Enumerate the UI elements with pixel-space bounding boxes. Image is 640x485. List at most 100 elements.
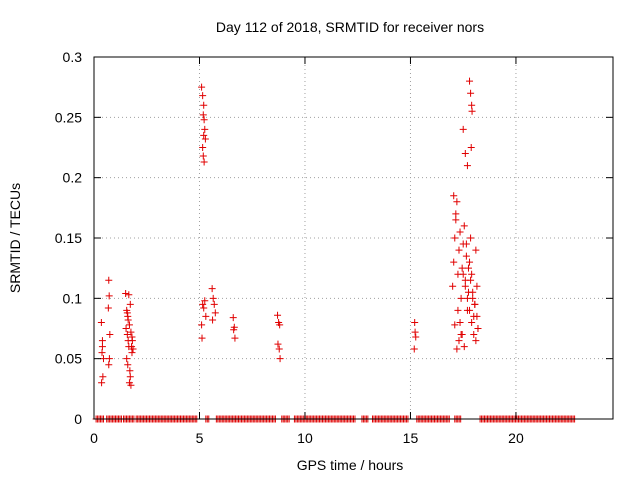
data-point (209, 316, 217, 324)
data-point (450, 258, 458, 266)
data-point (451, 321, 459, 329)
data-point (99, 373, 107, 381)
data-point (208, 285, 216, 293)
data-point (466, 77, 474, 85)
data-point (467, 276, 475, 284)
data-point (460, 343, 468, 351)
data-point (452, 216, 460, 224)
data-point (122, 325, 130, 332)
data-point (230, 326, 238, 334)
y-tick-label: 0.25 (55, 109, 82, 125)
data-point (98, 343, 106, 351)
data-point (198, 321, 206, 329)
y-axis-label: SRMTID / TECUs (7, 183, 23, 293)
data-point (202, 312, 210, 320)
y-tick-label: 0.1 (63, 290, 83, 306)
y-tick-label: 0.05 (55, 351, 82, 367)
data-point (276, 321, 284, 329)
data-point (210, 300, 218, 308)
y-tick-label: 0 (74, 411, 82, 427)
data-point (200, 101, 208, 109)
data-point (105, 292, 113, 300)
data-point (473, 282, 481, 290)
data-point (471, 300, 479, 308)
data-point (453, 198, 461, 206)
data-point (198, 334, 206, 342)
data-point (274, 340, 282, 348)
data-point (99, 355, 107, 363)
data-point (472, 337, 480, 345)
data-point (466, 306, 474, 314)
data-point (467, 144, 475, 151)
data-point (466, 258, 474, 266)
data-point (410, 345, 418, 353)
data-point (411, 328, 419, 336)
plot-frame (93, 56, 614, 420)
data-point (201, 125, 209, 133)
data-point (454, 306, 462, 314)
data-point (412, 333, 420, 341)
data-point (124, 316, 132, 324)
data-point (450, 192, 458, 200)
data-point (275, 345, 283, 353)
data-point (468, 318, 476, 326)
data-point (457, 331, 465, 339)
data-point (461, 282, 469, 290)
data-point (453, 345, 461, 353)
data-point (464, 264, 472, 272)
data-point (470, 331, 478, 339)
data-point (463, 162, 471, 170)
data-point (199, 144, 207, 151)
data-point (123, 309, 131, 317)
data-point (274, 311, 282, 319)
data-point (127, 381, 135, 389)
data-point (211, 309, 219, 317)
x-tick-label: 10 (297, 430, 313, 446)
data-point (463, 294, 471, 302)
data-point (201, 135, 209, 143)
data-point (201, 297, 209, 305)
data-point (128, 333, 136, 341)
data-point (125, 321, 133, 329)
data-point (469, 288, 477, 296)
y-tick-label: 0.2 (63, 170, 83, 186)
data-point (456, 228, 464, 236)
data-point (472, 246, 480, 254)
data-point (105, 355, 113, 363)
data-point (98, 349, 106, 357)
data-point (199, 300, 207, 308)
data-point (126, 300, 134, 308)
data-point (106, 331, 114, 339)
data-point (122, 290, 130, 298)
data-point (468, 101, 476, 109)
data-point (105, 361, 113, 369)
x-tick-label: 20 (508, 430, 524, 446)
data-point (462, 252, 470, 260)
data-point (124, 361, 132, 369)
data-point (200, 158, 208, 166)
data-point (123, 331, 131, 339)
data-point (127, 328, 135, 336)
x-tick-label: 15 (403, 430, 419, 446)
data-point (458, 264, 466, 272)
data-point (199, 92, 207, 100)
data-point (473, 312, 481, 320)
data-point (209, 294, 217, 302)
data-point (200, 304, 208, 312)
data-point (97, 318, 105, 326)
data-point (459, 125, 467, 133)
data-point (468, 107, 476, 115)
x-tick-label: 5 (196, 430, 204, 446)
data-layer (92, 77, 579, 423)
x-axis-label: GPS time / hours (297, 457, 404, 473)
data-point (200, 131, 208, 139)
data-point (199, 152, 207, 160)
data-point (129, 345, 137, 353)
data-point (467, 89, 475, 97)
y-tick-label: 0.3 (63, 49, 83, 65)
data-point (474, 325, 482, 332)
data-point (468, 270, 476, 278)
data-point (98, 379, 106, 387)
